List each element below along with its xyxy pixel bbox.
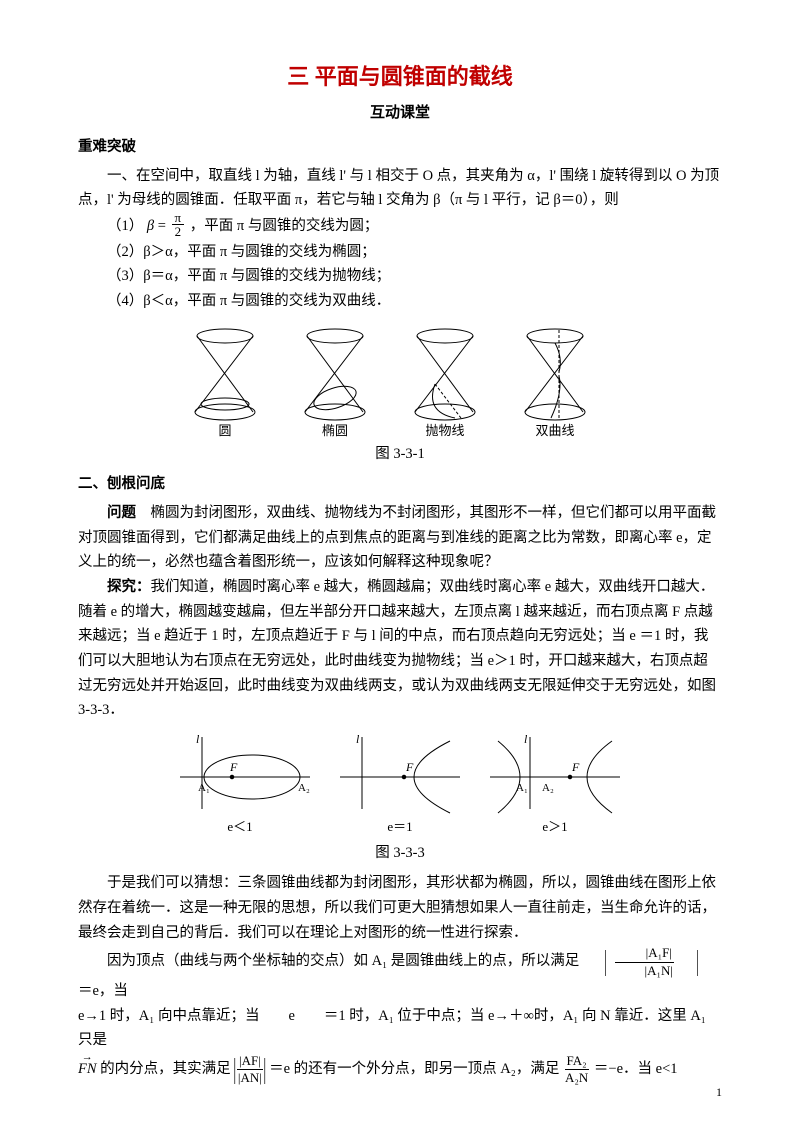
para-formula-2: e→1 时，A₁ 向中点靠近；当 e ＝1 时，A₁ 位于中点；当 e→＋∞时，… (78, 1004, 722, 1053)
svg-text:l: l (524, 732, 528, 746)
figure-ecc: l F A₁ A₂ l F l F A₁ A₂ e＜1 e＝1 e＞1 (78, 729, 722, 839)
vector-fn: FN (78, 1057, 97, 1082)
subtitle: 互动课堂 (78, 101, 722, 127)
svg-text:F: F (405, 760, 414, 774)
list-item-1: （1） β = π2 ，平面 π 与圆锥的交线为圆； (78, 213, 722, 240)
beta-var: β (147, 218, 154, 234)
svg-text:A₂: A₂ (298, 782, 310, 794)
explore-text: 我们知道，椭圆时离心率 e 越大，椭圆越扁；双曲线时离心率 e 越大，双曲线开口… (78, 579, 716, 718)
pf1-b: ＝e，当 (78, 983, 128, 999)
cone-label-2: 椭圆 (322, 423, 348, 438)
frac-pi-2: π2 (172, 211, 185, 238)
question-label: 问题 (107, 505, 136, 521)
figure-cones: 圆 椭圆 抛物线 双曲线 (78, 320, 722, 440)
para-conclusion: 于是我们可以猜想：三条圆锥曲线都为封闭图形，其形状都为椭圆，所以，圆锥曲线在图形… (78, 871, 722, 945)
explore-para: 探究：我们知道，椭圆时离心率 e 越大，椭圆越扁；双曲线时离心率 e 越大，双曲… (78, 575, 722, 723)
svg-text:l: l (356, 732, 360, 746)
svg-text:e＝1: e＝1 (387, 819, 412, 834)
page-title: 三 平面与圆锥面的截线 (78, 58, 722, 95)
pf3-b: ＝e 的还有一个外分点，即另一顶点 A₂，满足 (269, 1061, 563, 1077)
para-formula-3: FN 的内分点，其实满足 ||AF||AN|| ＝e 的还有一个外分点，即另一顶… (78, 1053, 722, 1087)
li1-prefix: （1） (107, 218, 143, 234)
pf1-a: 因为顶点（曲线与两个坐标轴的交点）如 A₁ 是圆锥曲线上的点，所以满足 (107, 953, 579, 969)
svg-text:F: F (571, 760, 580, 774)
para-formula-1: 因为顶点（曲线与两个坐标轴的交点）如 A₁ 是圆锥曲线上的点，所以满足 ||A₁… (78, 945, 722, 1003)
svg-text:A₁: A₁ (516, 782, 528, 794)
frac-fa2-a2n: FA₂A₂N (563, 1053, 590, 1087)
pf3-c: ＝−e．当 e<1 (594, 1061, 678, 1077)
svg-text:e＜1: e＜1 (227, 819, 252, 834)
pf3-a: 的内分点，其实满足 (100, 1061, 234, 1077)
question-para: 问题 椭圆为封闭图形，双曲线、抛物线为不封闭图形，其图形不一样，但它们都可以用平… (78, 501, 722, 575)
list-item-4: （4）β＜α，平面 π 与圆锥的交线为双曲线． (78, 289, 722, 314)
frac-af-an: ||AF||AN|| (234, 1053, 265, 1087)
section-1: 重难突破 (78, 135, 722, 160)
page-number: 1 (716, 1082, 722, 1102)
svg-text:e＞1: e＞1 (542, 819, 567, 834)
section-2: 二、刨根问底 (78, 472, 722, 497)
cone-label-4: 双曲线 (535, 423, 574, 438)
para-intro: 一、在空间中，取直线 l 为轴，直线 l' 与 l 相交于 O 点，其夹角为 α… (78, 164, 722, 213)
frac-a1f-a1n: ||A₁F||A₁N|| (583, 945, 706, 979)
svg-text:A₁: A₁ (198, 782, 210, 794)
svg-text:F: F (229, 760, 238, 774)
list-item-2: （2）β＞α，平面 π 与圆锥的交线为椭圆； (78, 240, 722, 265)
cone-label-3: 抛物线 (425, 423, 464, 438)
question-text: 椭圆为封闭图形，双曲线、抛物线为不封闭图形，其图形不一样，但它们都可以用平面截对… (78, 505, 716, 570)
figure-ecc-caption: 图 3-3-3 (78, 841, 722, 866)
cone-label-1: 圆 (218, 423, 231, 438)
explore-label: 探究： (107, 579, 151, 595)
svg-text:A₂: A₂ (542, 782, 554, 794)
li1-suffix: ，平面 π 与圆锥的交线为圆； (190, 218, 379, 234)
figure-cones-caption: 图 3-3-1 (78, 442, 722, 467)
list-item-3: （3）β＝α，平面 π 与圆锥的交线为抛物线； (78, 264, 722, 289)
svg-text:l: l (196, 732, 200, 746)
